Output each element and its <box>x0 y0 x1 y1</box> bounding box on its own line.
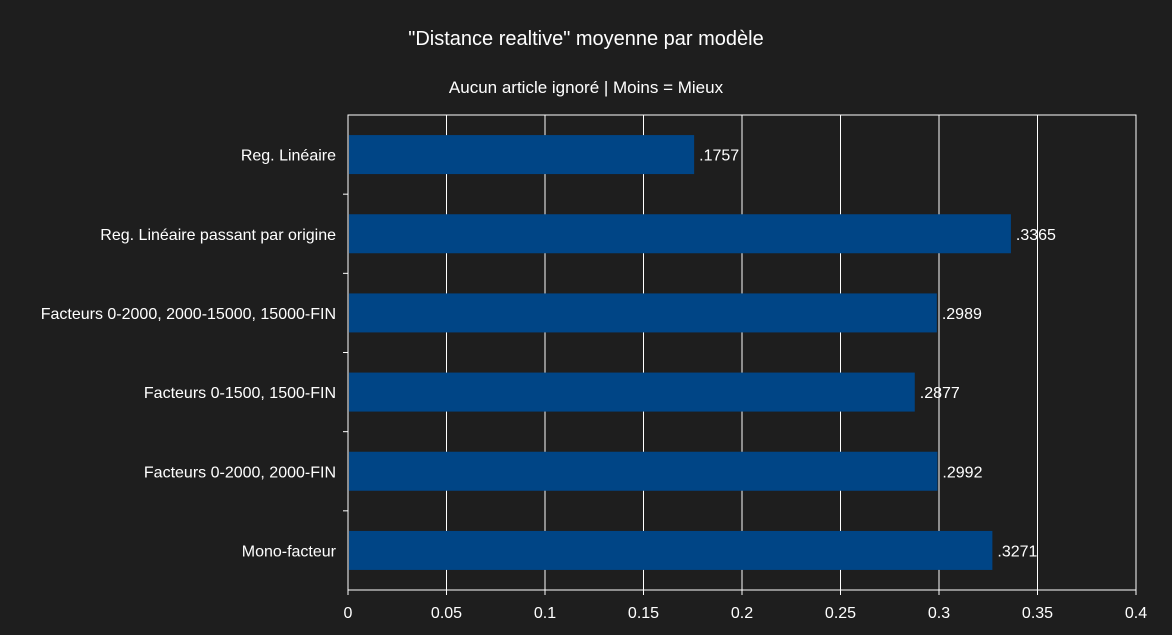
bar <box>349 214 1011 254</box>
x-tick-label: 0.25 <box>825 605 856 622</box>
bars <box>349 135 1011 570</box>
grid-lines <box>446 115 1038 590</box>
x-tick-label: 0.4 <box>1125 605 1147 622</box>
category-label: Facteurs 0-2000, 2000-FIN <box>144 464 336 481</box>
chart-title: "Distance realtive" moyenne par modèle <box>408 28 764 50</box>
data-label: .1757 <box>699 148 739 165</box>
data-label: .2877 <box>920 385 960 402</box>
data-labels: .1757 .3365 .2989 .2877 .2992 .3271 <box>699 148 1056 561</box>
plot-frame <box>347 114 1137 591</box>
x-axis-ticks: 0 0.05 0.1 0.15 0.2 0.25 0.3 0.35 0.4 <box>343 193 1147 622</box>
data-label: .3271 <box>997 543 1037 560</box>
data-label: .2989 <box>942 306 982 323</box>
chart-subtitle: Aucun article ignoré | Moins = Mieux <box>449 78 724 97</box>
bar <box>349 372 915 412</box>
category-label: Reg. Linéaire <box>241 148 336 165</box>
bar <box>349 530 993 570</box>
x-tick-label: 0.15 <box>628 605 659 622</box>
bar <box>349 451 938 491</box>
x-tick-label: 0.05 <box>431 605 462 622</box>
data-label: .2992 <box>942 464 982 481</box>
category-label: Facteurs 0-1500, 1500-FIN <box>144 385 336 402</box>
category-label: Reg. Linéaire passant par origine <box>100 227 336 244</box>
x-tick-label: 0.35 <box>1022 605 1053 622</box>
x-tick-label: 0.2 <box>731 605 753 622</box>
bar <box>349 135 695 175</box>
category-label: Mono-facteur <box>242 543 337 560</box>
bar <box>349 293 937 333</box>
x-tick-label: 0.3 <box>928 605 950 622</box>
category-label: Facteurs 0-2000, 2000-15000, 15000-FIN <box>41 306 336 323</box>
x-tick-label: 0.1 <box>534 605 556 622</box>
category-labels: Reg. Linéaire Reg. Linéaire passant par o… <box>41 148 337 561</box>
x-tick-label: 0 <box>344 605 353 622</box>
data-label: .3365 <box>1016 227 1056 244</box>
